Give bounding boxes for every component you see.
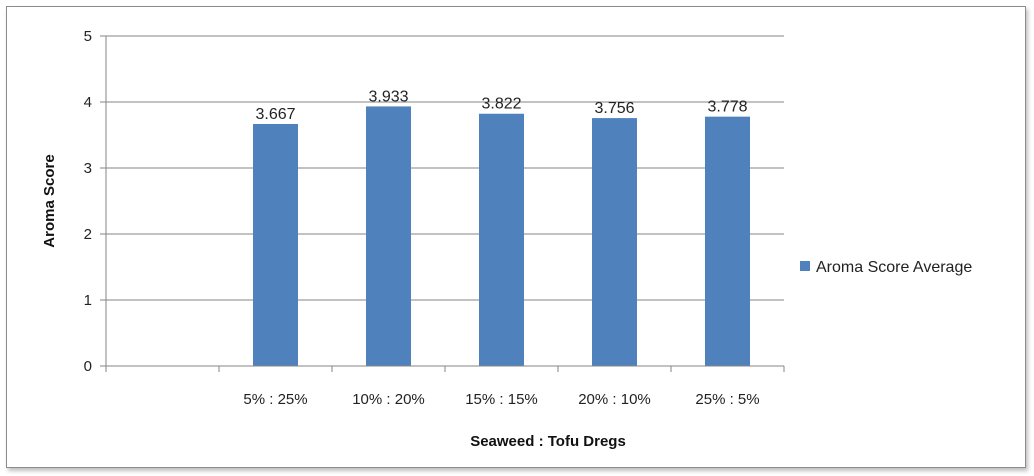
x-tick-label: 5% : 25%	[243, 391, 307, 408]
gridlines	[100, 35, 785, 372]
y-tick-label: 3	[84, 160, 92, 177]
bar	[592, 118, 637, 366]
bar	[705, 116, 750, 366]
x-tick-label: 20% : 10%	[578, 391, 651, 408]
x-tick-label: 25% : 5%	[695, 391, 759, 408]
y-tick-labels: 0 1 2 3 4 5	[84, 28, 92, 375]
y-tick-label: 5	[84, 28, 92, 45]
x-axis-title: Seaweed : Tofu Dregs	[470, 433, 626, 450]
data-label: 3.933	[368, 88, 408, 105]
y-tick-label: 2	[84, 226, 92, 243]
bars	[253, 106, 750, 366]
y-tick-label: 1	[84, 292, 92, 309]
bar	[253, 123, 298, 366]
y-tick-label: 0	[84, 358, 92, 375]
y-tick-label: 4	[84, 94, 92, 111]
legend-label: Aroma Score Average	[816, 259, 972, 276]
data-label: 3.667	[255, 106, 295, 123]
data-label: 3.756	[594, 100, 634, 117]
x-tick-label: 15% : 15%	[465, 391, 538, 408]
legend: Aroma Score Average	[800, 259, 972, 276]
legend-swatch	[800, 261, 810, 271]
x-tick-label: 10% : 20%	[352, 391, 425, 408]
data-labels: 3.667 3.933 3.822 3.756 3.778	[255, 88, 747, 123]
data-label: 3.822	[481, 96, 521, 113]
x-tick-labels: 5% : 25% 10% : 20% 15% : 15% 20% : 10% 25% :…	[243, 391, 759, 408]
y-axis-title: Aroma Score	[41, 154, 58, 247]
bar	[479, 113, 524, 366]
bar	[366, 106, 411, 366]
data-label: 3.778	[707, 99, 747, 116]
